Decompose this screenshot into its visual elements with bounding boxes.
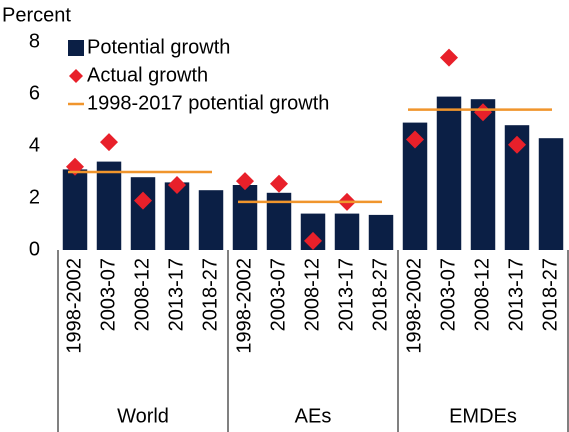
bar — [470, 99, 496, 250]
legend-swatch — [68, 40, 84, 56]
group-label: EMDEs — [449, 405, 517, 427]
x-tick-label: 2008-12 — [471, 258, 493, 331]
x-tick-label: 2018-27 — [539, 258, 561, 331]
legend-label: Actual growth — [87, 64, 208, 86]
x-tick-label: 2003-07 — [437, 258, 459, 331]
y-tick-label: 4 — [29, 134, 40, 156]
diamond-marker — [100, 133, 118, 152]
y-axis-label: Percent — [2, 4, 71, 26]
bar — [96, 161, 122, 250]
diamond-marker — [236, 172, 254, 191]
x-tick-label: 1998-2002 — [403, 258, 425, 354]
y-tick-label: 0 — [29, 238, 40, 260]
x-tick-label: 2003-07 — [267, 258, 289, 331]
x-tick-label: 2013-17 — [505, 258, 527, 331]
y-tick-label: 6 — [29, 82, 40, 104]
bar — [198, 190, 224, 250]
x-tick-label: 2008-12 — [131, 258, 153, 331]
x-tick-label: 2013-17 — [335, 258, 357, 331]
y-tick-label: 2 — [29, 186, 40, 208]
x-tick-label: 1998-2002 — [63, 258, 85, 354]
diamond-marker — [270, 174, 288, 193]
bar — [334, 213, 360, 250]
diamond-marker — [440, 48, 458, 67]
diamond-marker — [508, 135, 526, 154]
bar — [538, 138, 564, 250]
diamond-marker — [168, 176, 186, 194]
x-tick-label: 2018-27 — [199, 258, 221, 331]
diamond-marker — [304, 231, 322, 250]
bar — [232, 185, 258, 250]
legend-swatch — [69, 69, 83, 83]
x-tick-label: 2013-17 — [165, 258, 187, 331]
bar — [130, 177, 156, 250]
x-tick-label: 2003-07 — [97, 258, 119, 331]
bar — [62, 169, 88, 250]
x-tick-label: 1998-2002 — [233, 258, 255, 354]
y-tick-label: 8 — [29, 30, 40, 52]
x-tick-label: 2018-27 — [369, 258, 391, 331]
diamond-marker — [474, 103, 492, 122]
group-label: World — [117, 405, 169, 427]
bar — [436, 96, 462, 250]
diamond-marker — [134, 191, 152, 210]
x-tick-label: 2008-12 — [301, 258, 323, 331]
legend-label: Potential growth — [87, 36, 230, 58]
bar — [368, 214, 394, 250]
legend-label: 1998-2017 potential growth — [87, 92, 329, 114]
diamond-marker — [406, 130, 424, 149]
group-label: AEs — [295, 405, 332, 427]
